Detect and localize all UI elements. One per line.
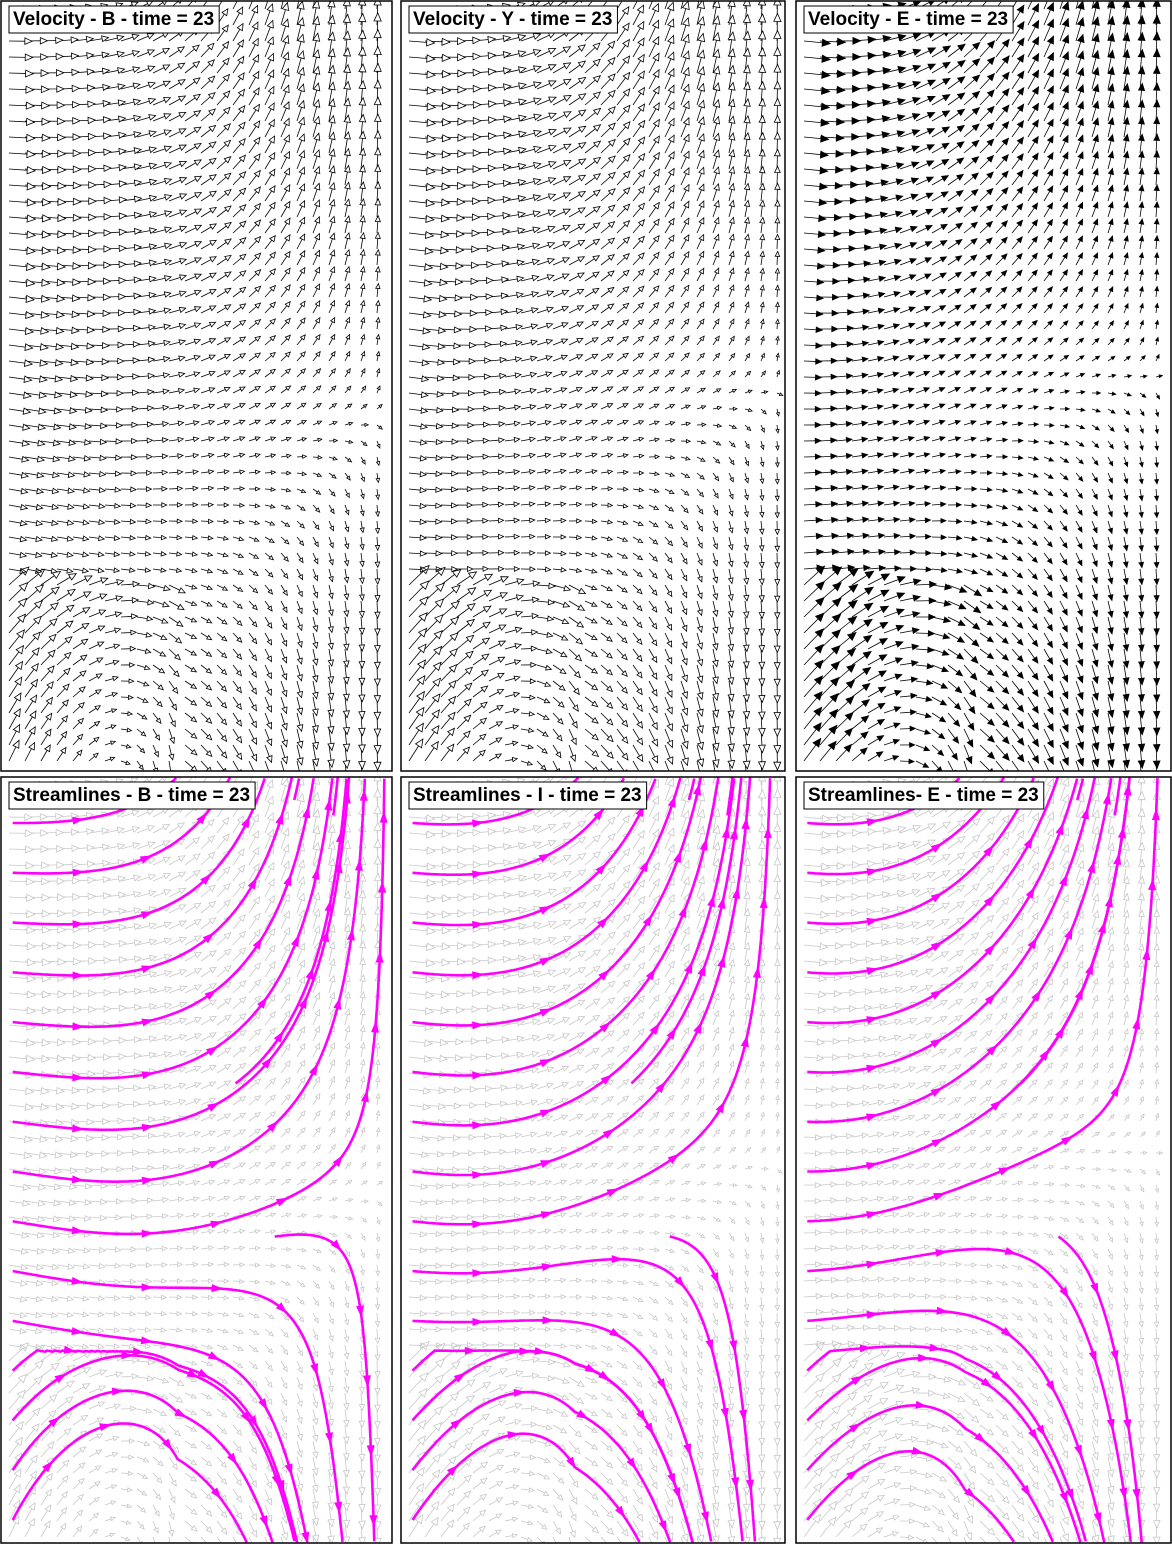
panel-title: Streamlines- E - time = 23 [808, 785, 1039, 806]
streamline [12, 777, 351, 1132]
streamline [411, 1432, 641, 1543]
streamline [807, 1309, 1106, 1543]
panel-content [8, 777, 388, 1543]
panel-content [803, 777, 1164, 1543]
vector-heads [12, 1, 384, 771]
vector-heads [414, 1, 784, 771]
streamline [687, 778, 696, 801]
streamline [807, 778, 1159, 1223]
streamline-arrows [72, 815, 251, 929]
streamline [412, 778, 736, 1127]
streamline-arrows [866, 836, 1033, 975]
streamline [12, 1269, 344, 1543]
streamline [807, 1247, 1133, 1542]
title-box [408, 5, 618, 34]
streamline-arrows [72, 798, 333, 1082]
panel-title: Streamlines - I - time = 23 [413, 785, 642, 806]
streamline [412, 778, 657, 927]
panel-title: Velocity - Y - time = 23 [413, 9, 612, 30]
streamline-arrows [54, 1351, 280, 1488]
streamline [12, 778, 266, 926]
vector-shafts [803, 1, 1163, 771]
panel-border [400, 0, 786, 772]
streamline [807, 777, 1035, 926]
streamline [806, 1450, 1015, 1543]
title-box [8, 781, 256, 810]
streamline [412, 777, 720, 1077]
streamline [1076, 778, 1085, 801]
title-box [8, 5, 220, 34]
panel-border [795, 776, 1172, 1544]
streamline [1113, 777, 1122, 816]
vector-heads [812, 777, 1164, 1543]
panel-content [408, 1, 784, 771]
streamline-arrows [866, 783, 1132, 1170]
panel-border [0, 776, 393, 1544]
panel: Streamlines- E - time = 23 [795, 776, 1172, 1544]
streamline-arrows [71, 1327, 310, 1543]
panel: Streamlines - B - time = 23 [0, 776, 393, 1544]
panel-title: Velocity - E - time = 23 [808, 9, 1008, 30]
streamline [412, 1319, 713, 1542]
streamline [12, 778, 334, 1080]
panel-content [803, 1, 1164, 771]
streamline [12, 778, 367, 1183]
panel-content [8, 1, 384, 771]
panel-title: Streamlines - B - time = 23 [13, 785, 250, 806]
title-box [803, 781, 1045, 810]
streamline [807, 777, 1097, 1074]
panel-title: Velocity - B - time = 23 [13, 9, 214, 30]
streamline [332, 777, 339, 816]
panel-border [400, 776, 786, 1544]
vector-heads [812, 1, 1164, 771]
streamline [726, 777, 734, 816]
streamline-arrows [472, 795, 676, 980]
streamline [12, 778, 386, 1236]
streamline [411, 1390, 672, 1543]
panel: Streamlines - I - time = 23 [400, 776, 786, 1544]
streamline-arrows [72, 812, 208, 877]
streamline [807, 777, 1060, 975]
panel: Velocity - E - time = 23 [795, 0, 1172, 772]
panel-content [408, 777, 783, 1543]
panel: Velocity - B - time = 23 [0, 0, 393, 772]
streamline [412, 777, 752, 1177]
panel-border [0, 0, 393, 772]
streamline-arrows [330, 1239, 378, 1528]
panel-border [795, 0, 1172, 772]
streamline [412, 1257, 744, 1542]
streamline [12, 778, 315, 1029]
vector-shafts [408, 1, 783, 771]
streamline [293, 778, 301, 801]
title-box [803, 5, 1014, 34]
panel: Velocity - Y - time = 23 [400, 0, 786, 772]
vector-shafts [8, 1, 383, 771]
title-box [408, 781, 648, 810]
